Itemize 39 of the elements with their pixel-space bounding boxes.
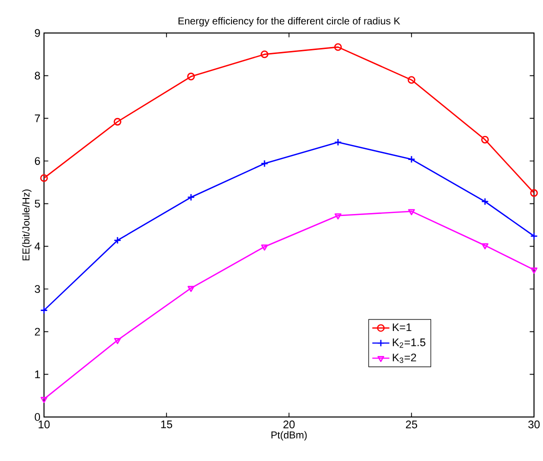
point [481, 198, 489, 206]
point [261, 244, 268, 251]
x-tick-label: 30 [528, 420, 540, 428]
y-tick-label: 7 [34, 114, 40, 122]
y-tick-label: 6 [34, 157, 40, 165]
point [114, 338, 121, 344]
chart-title: Energy efficiency for the different circle of radius K [178, 17, 400, 26]
legend-label: K$_{3}$=2 [392, 354, 416, 363]
x-axis-title: Pt(dBm) [271, 431, 307, 441]
point [334, 138, 342, 146]
y-tick-label: 9 [34, 29, 40, 37]
x-tick-label: 15 [161, 420, 172, 428]
point [114, 118, 122, 126]
y-axis-title: EE(bit/Joule/Hz) [22, 190, 32, 260]
point [260, 160, 268, 168]
y-tick-label: 8 [34, 72, 40, 80]
point [334, 43, 342, 51]
y-tick-label: 0 [34, 413, 40, 421]
legend-label: K$_{2}$=1.5 [392, 338, 426, 348]
point [334, 213, 342, 220]
point [482, 243, 488, 250]
point [187, 72, 195, 80]
y-tick-label: 1 [35, 370, 40, 378]
x-tick-label: 10 [38, 420, 50, 428]
point [188, 286, 194, 292]
y-tick-label: 5 [34, 200, 40, 208]
point [408, 209, 415, 216]
y-tick-label: 3 [34, 285, 40, 293]
y-tick-label: 4 [34, 242, 40, 250]
x-tick-label: 20 [283, 420, 295, 428]
point [187, 193, 195, 202]
point [481, 136, 489, 144]
point [260, 50, 268, 58]
y-tick-label: 2 [34, 328, 40, 336]
point [408, 76, 416, 84]
legend-label: K=1 [392, 323, 412, 332]
point [114, 236, 122, 244]
point [408, 155, 416, 164]
x-tick-label: 25 [406, 420, 418, 428]
